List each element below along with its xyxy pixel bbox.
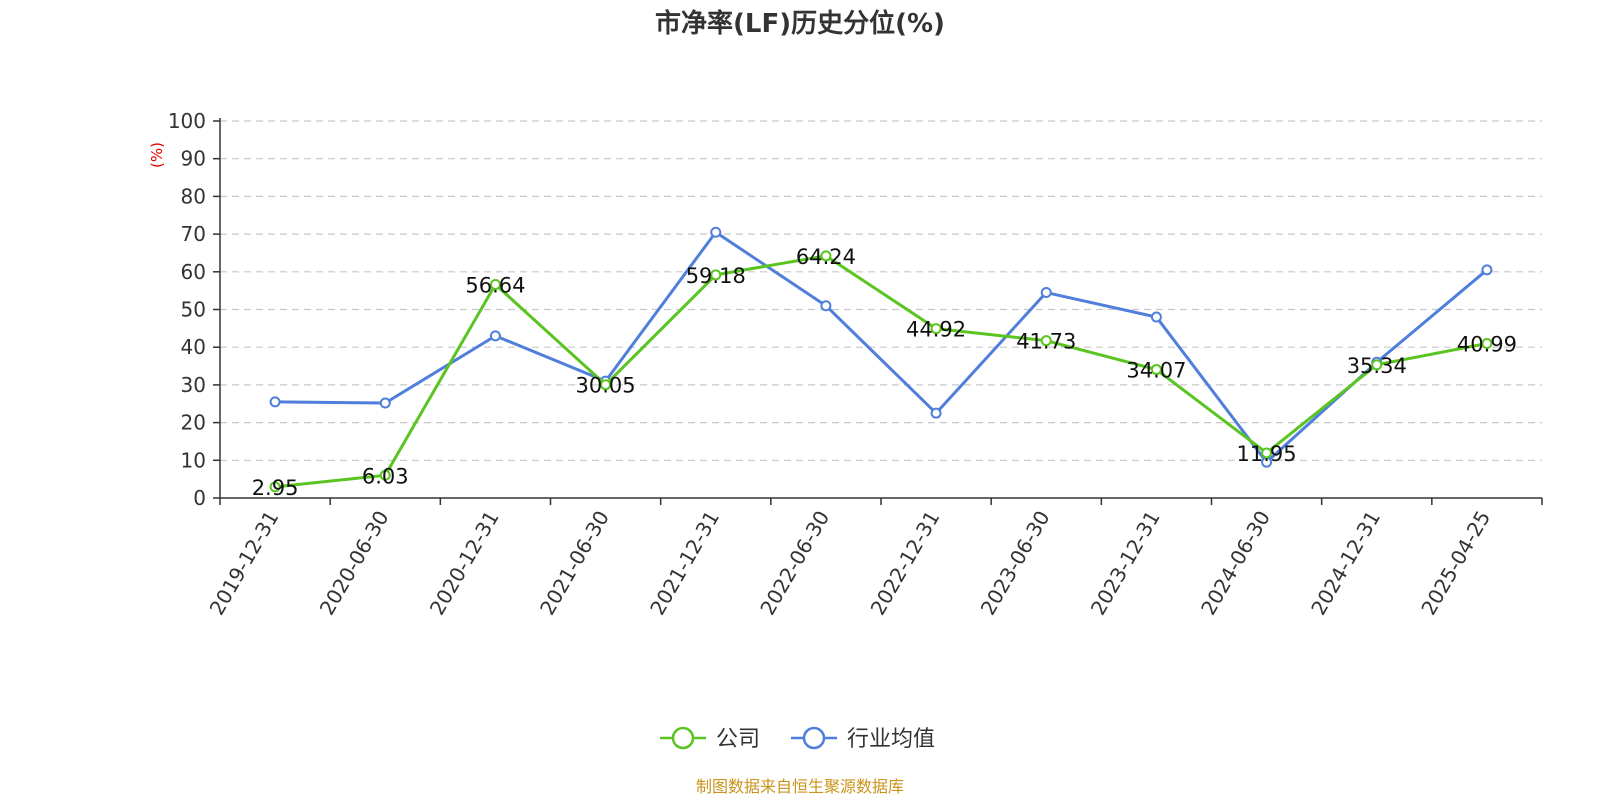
data-label-company: 59.18	[686, 264, 746, 288]
data-point-industry-average[interactable]	[1481, 264, 1493, 276]
data-label-company: 2.95	[252, 476, 299, 500]
data-point-company[interactable]	[1150, 364, 1162, 376]
data-point-industry-average[interactable]	[269, 396, 281, 408]
y-tick-label: 0	[193, 486, 206, 510]
legend-company-label: 公司	[716, 727, 760, 752]
data-label-company: 56.64	[465, 273, 525, 297]
data-point-company[interactable]	[820, 250, 832, 262]
data-label-company: 30.05	[576, 374, 636, 398]
grid-layer	[220, 120, 1542, 461]
legend-item-industry-average[interactable]: 行业均值	[791, 726, 935, 752]
data-point-industry-average[interactable]	[820, 300, 832, 312]
y-tick-label: 70	[181, 222, 206, 246]
data-label-layer: 2.95 6.03 56.64 30.05 59.18 64.24 44.92 41.73 34…	[252, 245, 1517, 500]
x-tick-label: 2022-12-31	[866, 506, 945, 619]
series-line-company	[274, 254, 1488, 489]
x-tick-label: 2021-06-30	[535, 507, 614, 620]
data-label-company: 34.07	[1126, 359, 1186, 383]
chart-title: 市净率(LF)历史分位(%)	[655, 8, 945, 39]
data-label-company: 44.92	[906, 318, 966, 342]
data-point-company[interactable]	[269, 481, 281, 493]
data-label-company: 40.99	[1457, 332, 1517, 356]
axis-layer: 0 10 20 30 40 50 60 70 80 90 100 2019-12-31 2020-06-…	[168, 109, 1543, 620]
legend[interactable]: 公司 行业均值	[660, 726, 935, 752]
legend-item-company[interactable]: 公司	[660, 726, 760, 752]
y-tick-label: 50	[181, 298, 206, 322]
y-tick-label: 90	[181, 147, 206, 171]
x-tick-label: 2020-06-30	[315, 507, 394, 620]
x-tick-label: 2020-12-31	[425, 506, 504, 619]
x-tick-label: 2024-06-30	[1196, 507, 1275, 620]
y-tick-label: 60	[181, 260, 206, 284]
x-tick-label: 2019-12-31	[205, 507, 284, 620]
data-point-company[interactable]	[1261, 447, 1273, 459]
x-tick-label: 2025-04-25	[1416, 507, 1495, 620]
legend-industry-marker	[802, 726, 826, 750]
data-label-company: 6.03	[362, 464, 409, 488]
legend-company-marker	[671, 726, 695, 750]
data-point-company[interactable]	[1481, 337, 1493, 349]
series-layer	[269, 226, 1493, 493]
data-label-company: 64.24	[796, 245, 856, 269]
x-tick-label: 2023-12-31	[1086, 507, 1165, 620]
data-point-industry-average[interactable]	[710, 226, 722, 238]
y-tick-label: 40	[181, 335, 206, 359]
data-point-industry-average[interactable]	[930, 407, 942, 419]
data-point-industry-average[interactable]	[1150, 311, 1162, 323]
data-point-company[interactable]	[379, 469, 391, 481]
data-label-company: 11.95	[1237, 442, 1297, 466]
data-point-company[interactable]	[710, 269, 722, 281]
legend-industry-label: 行业均值	[847, 727, 935, 752]
data-point-company[interactable]	[1040, 335, 1052, 347]
y-tick-label: 30	[181, 373, 206, 397]
y-tick-label: 100	[168, 109, 206, 133]
data-point-industry-average[interactable]	[489, 330, 501, 342]
data-label-company: 35.34	[1347, 354, 1407, 378]
data-label-company: 41.73	[1016, 330, 1076, 354]
x-tick-label: 2021-12-31	[645, 507, 724, 620]
data-point-company[interactable]	[600, 379, 612, 391]
data-point-company[interactable]	[930, 323, 942, 335]
data-point-company[interactable]	[1371, 359, 1383, 371]
y-tick-label: 10	[181, 448, 206, 472]
x-tick-label: 2023-06-30	[976, 507, 1055, 620]
data-point-industry-average[interactable]	[379, 397, 391, 409]
data-point-company[interactable]	[489, 278, 501, 290]
data-point-industry-average[interactable]	[1040, 287, 1052, 299]
x-tick-label: 2024-12-31	[1306, 507, 1385, 620]
y-tick-label: 20	[181, 411, 206, 435]
source-note: 制图数据来自恒生聚源数据库	[696, 777, 904, 796]
y-axis-unit: (%)	[148, 142, 166, 168]
x-tick-label: 2022-06-30	[755, 507, 834, 620]
series-line-industry-average	[275, 230, 1488, 464]
y-tick-label: 80	[181, 184, 206, 208]
